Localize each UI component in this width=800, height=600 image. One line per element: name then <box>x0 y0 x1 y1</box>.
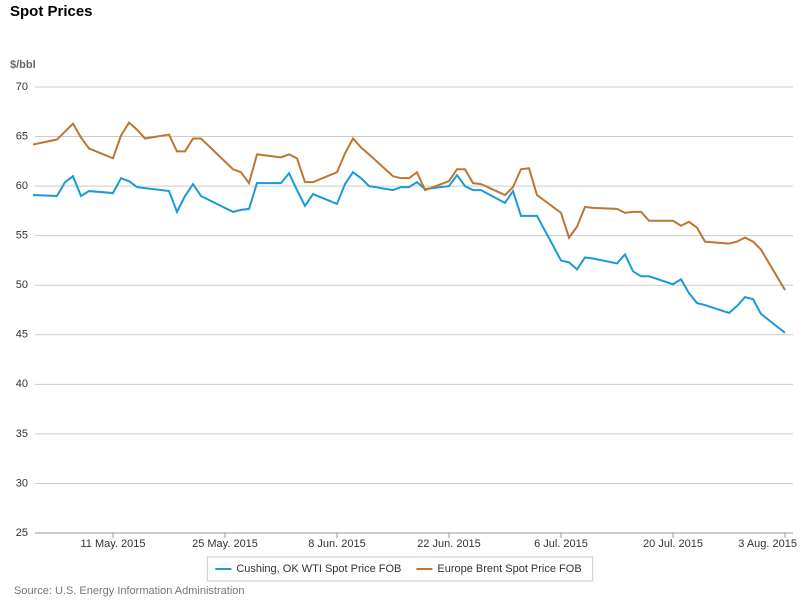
x-tick-label: 20 Jul. 2015 <box>643 538 703 550</box>
y-tick-label: 70 <box>16 81 28 93</box>
legend-label: Europe Brent Spot Price FOB <box>437 563 581 575</box>
series-line <box>32 121 786 291</box>
chart-title: Spot Prices <box>10 3 93 20</box>
y-tick-label: 55 <box>16 230 28 242</box>
series-line <box>32 170 786 334</box>
y-tick-label: 50 <box>16 279 28 291</box>
x-tick-label: 6 Jul. 2015 <box>534 538 588 550</box>
x-tick-label: 11 May. 2015 <box>80 538 145 550</box>
y-tick-label: 25 <box>16 527 28 539</box>
source: Source: U.S. Energy Information Administ… <box>14 585 245 597</box>
x-tick-label: 22 Jun. 2015 <box>417 538 481 550</box>
y-tick-label: 40 <box>16 378 28 390</box>
y-tick-label: 35 <box>16 428 28 440</box>
x-tick-label: 3 Aug. 2015 <box>738 538 797 550</box>
legend-label: Cushing, OK WTI Spot Price FOB <box>236 563 401 575</box>
y-tick-label: 30 <box>16 477 28 489</box>
y-tick-label: 60 <box>16 180 28 192</box>
x-tick-label: 25 May. 2015 <box>192 538 258 550</box>
legend-box <box>206 556 594 582</box>
y-tick-label: 65 <box>16 130 28 142</box>
y-axis-label: $/bbl <box>10 59 36 71</box>
y-tick-label: 45 <box>16 329 28 341</box>
x-tick-label: 8 Jun. 2015 <box>308 538 366 550</box>
